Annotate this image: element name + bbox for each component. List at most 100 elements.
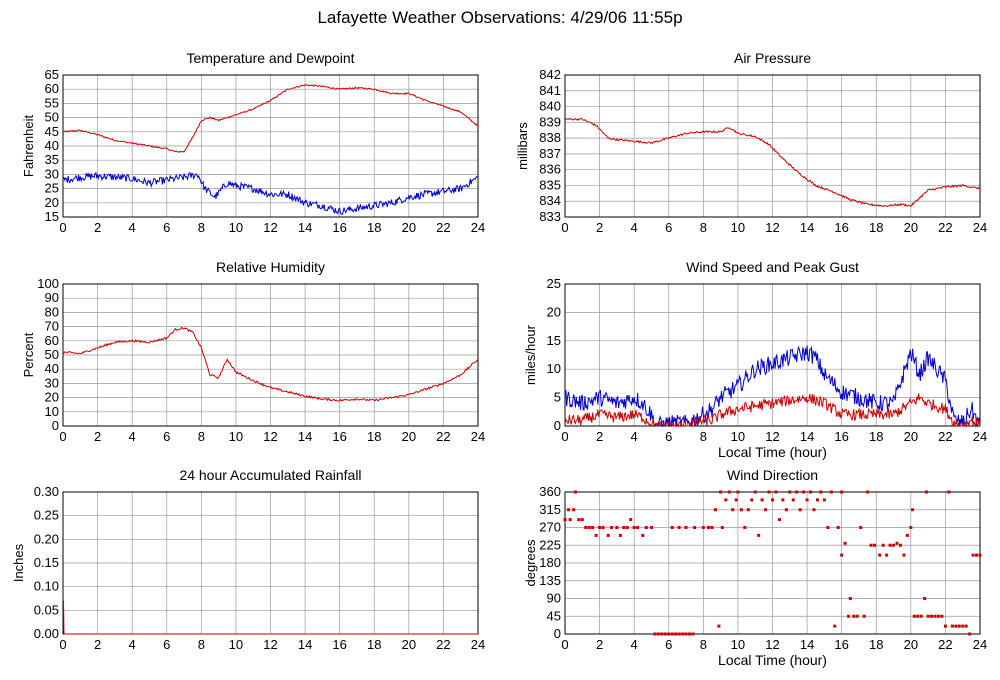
data-point (663, 632, 667, 636)
data-point (606, 533, 610, 537)
y-tick-label: 0 (52, 418, 59, 433)
y-tick-label: 80 (45, 304, 59, 319)
y-tick-label: 45 (547, 608, 561, 623)
data-point (781, 498, 785, 502)
y-tick-label: 60 (45, 333, 59, 348)
plot-frame (564, 283, 981, 427)
y-tick-label: 0.20 (34, 531, 59, 546)
chart-title: Temperature and Dewpoint (186, 50, 354, 66)
x-tick-label: 12 (765, 220, 779, 235)
data-point (968, 632, 972, 636)
chart-title: Relative Humidity (216, 259, 325, 275)
x-tick-label: 0 (561, 637, 568, 652)
data-point (961, 624, 965, 628)
x-tick-label: 20 (402, 637, 416, 652)
y-tick-label: 0.00 (34, 626, 59, 641)
y-tick-label: 180 (539, 555, 561, 570)
y-tick-label: 315 (539, 502, 561, 517)
data-point (601, 526, 605, 529)
x-tick-label: 12 (263, 429, 277, 444)
data-point (809, 490, 813, 494)
x-tick-label: 8 (700, 429, 707, 444)
data-point (622, 526, 626, 529)
series-line (62, 326, 479, 402)
y-tick-label: 50 (45, 110, 59, 125)
x-tick-label: 2 (94, 429, 101, 444)
x-tick-label: 12 (765, 637, 779, 652)
data-point (594, 533, 598, 537)
data-point (760, 498, 764, 502)
data-point (636, 526, 640, 529)
chart-title: Wind Direction (727, 467, 818, 483)
x-tick-label: 18 (869, 637, 883, 652)
data-point (902, 553, 906, 557)
x-tick-label: 24 (973, 220, 987, 235)
y-tick-label: 838 (539, 130, 561, 145)
x-tick-label: 16 (834, 429, 848, 444)
x-tick-label: 18 (869, 220, 883, 235)
series-line (564, 345, 981, 428)
y-tick-label: 834 (539, 193, 561, 208)
data-point (677, 632, 681, 636)
data-point (767, 490, 771, 494)
y-tick-label: 10 (547, 361, 561, 376)
x-tick-label: 2 (94, 220, 101, 235)
y-tick-label: 30 (45, 166, 59, 181)
x-tick-label: 6 (665, 220, 672, 235)
x-tick-label: 12 (263, 220, 277, 235)
data-point (862, 614, 866, 618)
data-point (684, 526, 688, 529)
x-tick-label: 20 (904, 429, 918, 444)
y-tick-label: 833 (539, 209, 561, 224)
y-tick-label: 0.25 (34, 508, 59, 523)
y-tick-label: 10 (45, 404, 59, 419)
data-point (798, 508, 802, 512)
data-point (670, 632, 674, 636)
data-point (937, 614, 940, 618)
data-point (826, 526, 830, 529)
chart-pressure: 0 2 4 6 8 10 12 14 16 18 20 22 248338348358368378388… (515, 50, 987, 235)
x-tick-label: 14 (800, 637, 814, 652)
data-point (909, 526, 913, 529)
y-tick-label: 842 (539, 67, 561, 82)
data-point (971, 553, 975, 557)
x-tick-label: 10 (731, 220, 745, 235)
y-axis-label: millibars (515, 122, 530, 170)
y-tick-label: 836 (539, 162, 561, 177)
data-point (940, 614, 944, 618)
data-point (739, 508, 743, 512)
data-point (881, 543, 885, 547)
x-tick-label: 6 (163, 429, 170, 444)
data-point (774, 490, 778, 494)
data-point (873, 543, 877, 547)
x-tick-label: 20 (402, 220, 416, 235)
data-point (943, 624, 947, 628)
data-point (947, 490, 951, 494)
x-tick-label: 16 (332, 220, 346, 235)
x-tick-label: 22 (938, 429, 952, 444)
data-point (660, 632, 664, 636)
x-tick-label: 20 (904, 637, 918, 652)
data-point (836, 526, 840, 529)
data-point (750, 498, 754, 502)
y-tick-label: 90 (45, 290, 59, 305)
data-point (833, 624, 837, 628)
y-tick-label: 40 (45, 361, 59, 376)
y-tick-label: 840 (539, 99, 561, 114)
x-tick-label: 22 (436, 637, 450, 652)
x-tick-label: 0 (561, 429, 568, 444)
y-tick-label: 135 (539, 573, 561, 588)
data-point (878, 553, 882, 557)
x-tick-label: 6 (665, 429, 672, 444)
x-axis-label: Local Time (hour) (718, 444, 827, 460)
data-point (815, 498, 819, 502)
x-tick-label: 4 (129, 220, 136, 235)
x-tick-label: 22 (436, 220, 450, 235)
x-tick-label: 6 (665, 637, 672, 652)
data-point (573, 490, 577, 494)
chart-wind-direction: 0 2 4 6 8 10 12 14 16 18 20 22 240459013518022527031… (523, 467, 987, 668)
y-tick-label: 0.15 (34, 555, 59, 570)
y-tick-label: 0.05 (34, 602, 59, 617)
